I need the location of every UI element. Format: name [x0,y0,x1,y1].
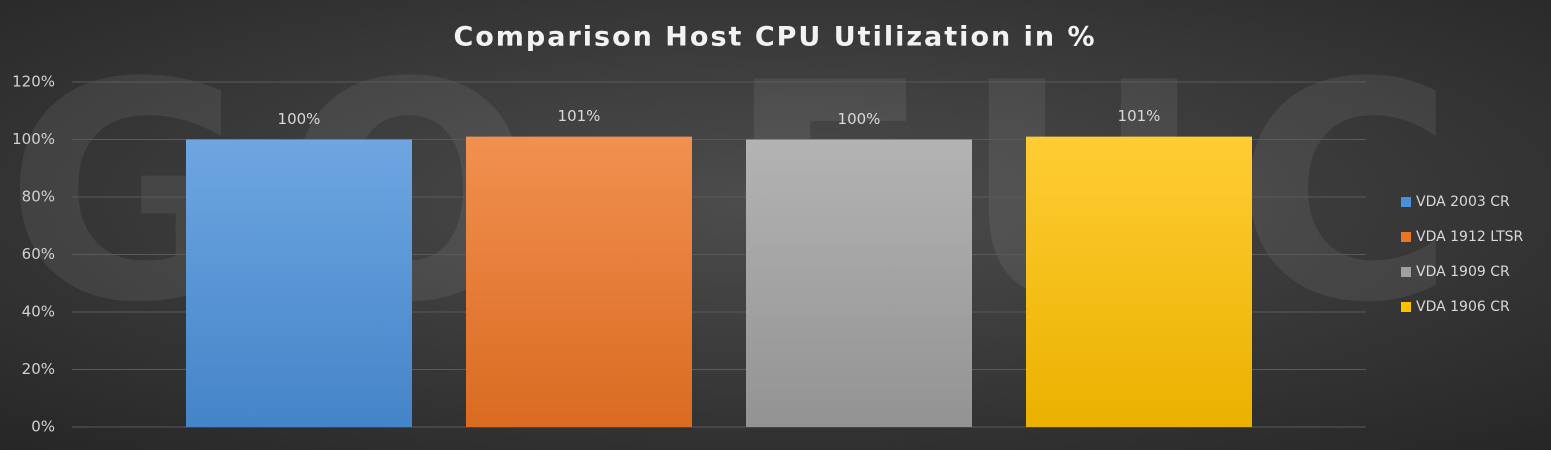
y-tick-label: 20% [22,360,55,378]
y-tick-label: 120% [12,73,55,91]
data-label: 100% [838,110,881,128]
y-tick-label: 100% [12,130,55,148]
y-tick-label: 60% [22,245,55,263]
data-label: 100% [278,110,321,128]
y-tick-label: 80% [22,188,55,206]
bar [746,139,972,427]
y-tick-label: 40% [22,303,55,321]
chart-title: Comparison Host CPU Utilization in % [453,22,1096,53]
data-label: 101% [1118,107,1161,125]
legend-swatch [1401,267,1411,277]
bar [466,136,692,427]
legend-label: VDA 1909 CR [1416,264,1510,280]
legend-label: VDA 2003 CR [1416,194,1510,210]
legend-swatch [1401,232,1411,242]
legend-label: VDA 1912 LTSR [1416,229,1524,245]
data-label: 101% [558,107,601,125]
bar [1026,136,1252,427]
legend-swatch [1401,197,1411,207]
legend-swatch [1401,302,1411,312]
y-tick-label: 0% [31,418,55,436]
bar [186,139,412,427]
legend-label: VDA 1906 CR [1416,299,1510,315]
